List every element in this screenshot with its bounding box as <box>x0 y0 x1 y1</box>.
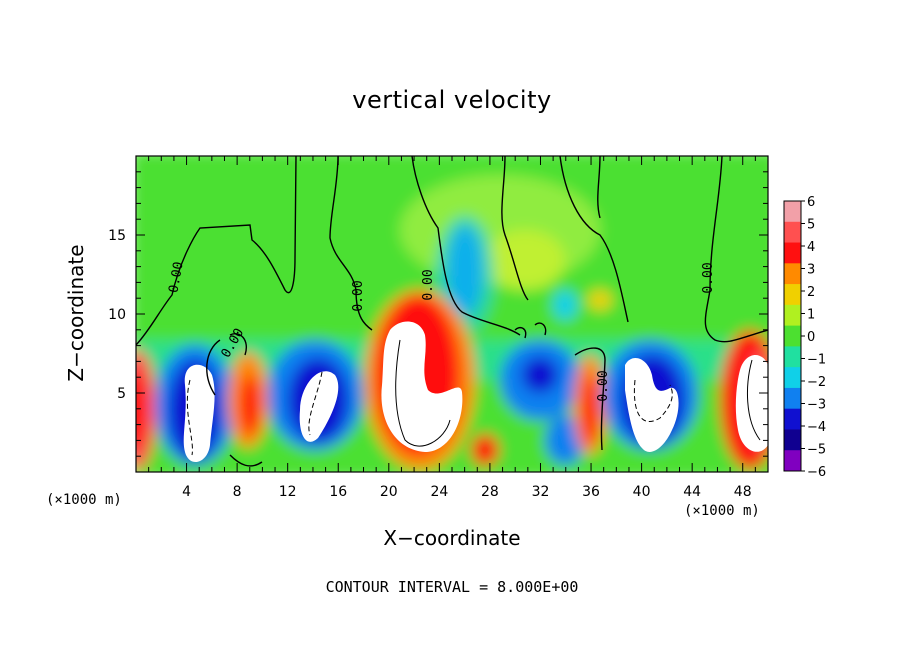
colorbar-swatch <box>784 429 801 451</box>
x-tick-label: 20 <box>380 484 398 500</box>
contour-lines <box>136 156 768 467</box>
z-unit-label: (×1000 m) <box>46 492 122 508</box>
shaded-field <box>136 156 768 472</box>
colorbar-label: 1 <box>807 308 815 323</box>
colorbar-label: −6 <box>807 465 826 480</box>
colorbar-swatch <box>784 263 801 285</box>
colorbar-label: −1 <box>807 353 826 368</box>
colorbar-label: 3 <box>807 263 815 278</box>
x-tick-label: 4 <box>182 484 191 500</box>
x-unit-label: (×1000 m) <box>684 503 760 519</box>
colorbar-swatch <box>784 346 801 368</box>
colorbar-label: 6 <box>807 195 815 210</box>
chart-title: vertical velocity <box>352 86 552 114</box>
colorbar-swatch <box>784 325 801 347</box>
colorbar-label: −2 <box>807 375 826 390</box>
contour-label: 0.00 <box>421 269 436 300</box>
contour-labels: 0.00 0.00 0.00 0.00 0.00 0.00 <box>166 261 716 402</box>
x-tick-label: 24 <box>430 484 448 500</box>
contour-label: 0.00 <box>596 370 611 401</box>
colorbar-label: 0 <box>807 330 815 345</box>
x-tick-label: 44 <box>683 484 701 500</box>
colorbar-label: −4 <box>807 420 826 435</box>
colorbar-swatch <box>784 242 801 264</box>
x-tick-label: 12 <box>279 484 297 500</box>
colorbar-swatch <box>784 367 801 389</box>
colorbar-swatch <box>784 304 801 327</box>
x-tick-label: 32 <box>532 484 550 500</box>
x-axis-label: X−coordinate <box>383 526 521 550</box>
colorbar-label: −3 <box>807 398 826 413</box>
colorbar: 6 5 4 3 2 1 0 −1 −2 −3 −4 −5 −6 <box>783 195 826 480</box>
x-tick-label: 8 <box>233 484 242 500</box>
x-tick-label: 40 <box>633 484 651 500</box>
colorbar-label: −5 <box>807 443 826 458</box>
x-tick-label: 36 <box>582 484 600 500</box>
colorbar-swatch <box>784 450 801 472</box>
colorbar-label: 4 <box>807 240 815 255</box>
x-tick-label: 48 <box>734 484 752 500</box>
colorbar-swatch <box>784 284 801 306</box>
x-axis: 4 8 12 16 20 24 28 32 36 40 44 48 <box>148 156 756 500</box>
contour-interval-note: CONTOUR INTERVAL = 8.000E+00 <box>325 578 579 596</box>
y-axis: 5 10 15 <box>108 171 768 457</box>
contour-label: 0.00 <box>701 262 716 293</box>
colorbar-label: 2 <box>807 285 815 300</box>
contour-label: 0.00 <box>166 261 186 294</box>
y-axis-label: Z−coordinate <box>64 244 88 382</box>
y-tick-label: 10 <box>108 307 126 323</box>
y-tick-label: 5 <box>117 386 126 402</box>
colorbar-swatch <box>784 201 801 223</box>
colorbar-swatch <box>784 221 801 244</box>
x-tick-label: 16 <box>329 484 347 500</box>
x-tick-label: 28 <box>481 484 499 500</box>
colorbar-swatch <box>784 408 801 430</box>
y-tick-label: 15 <box>108 228 126 244</box>
colorbar-label: 5 <box>807 218 815 233</box>
colorbar-swatch <box>784 387 801 410</box>
contour-label: 0.00 <box>351 280 366 311</box>
